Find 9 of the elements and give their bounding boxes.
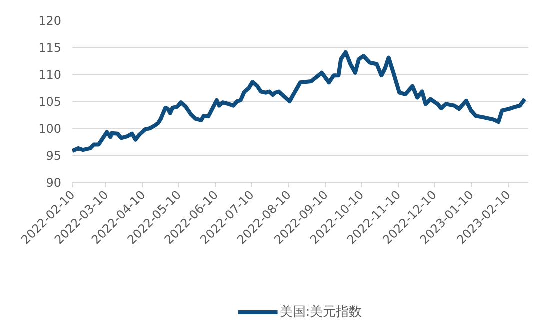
y-tick-label: 95 [46, 149, 62, 163]
y-tick-label: 110 [38, 68, 62, 82]
line-series [72, 50, 527, 154]
y-tick-label: 115 [38, 41, 62, 55]
y-tick-label: 100 [38, 122, 62, 136]
y-tick-label: 120 [38, 14, 62, 28]
y-tick-label: 90 [46, 176, 62, 190]
y-tick-label: 105 [38, 95, 62, 109]
legend-label: 美国:美元指数 [280, 304, 362, 321]
